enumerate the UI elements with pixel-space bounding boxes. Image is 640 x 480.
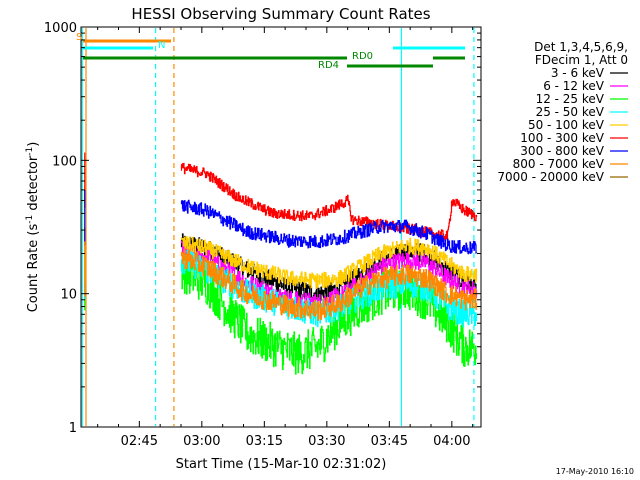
plot-frame xyxy=(80,26,482,428)
series-line-6 xyxy=(180,199,478,255)
flag-bars: S N RD0 RD4 xyxy=(76,32,465,71)
series-line-7 xyxy=(180,248,478,321)
legend-label-1: 6 - 12 keV xyxy=(543,79,605,93)
x-tick-label-3: 03:30 xyxy=(308,434,345,449)
series-6 xyxy=(84,190,478,255)
series-5 xyxy=(84,152,478,242)
generated-timestamp: 17-May-2010 16:10 xyxy=(556,467,634,476)
series-line-4 xyxy=(180,236,478,289)
series-7 xyxy=(84,241,478,321)
chart-title: HESSI Observing Summary Count Rates xyxy=(131,5,430,23)
rd4-flag-label: RD4 xyxy=(318,60,339,71)
x-tick-label-1: 03:00 xyxy=(183,434,220,449)
x-tick-label-0: 02:45 xyxy=(121,434,158,449)
legend-label-2: 12 - 25 keV xyxy=(536,92,605,106)
legend-label-5: 100 - 300 keV xyxy=(520,131,604,145)
series-line-5 xyxy=(180,162,478,242)
x-tick-label-2: 03:15 xyxy=(246,434,283,449)
x-axis-label: Start Time (15-Mar-10 02:31:02) xyxy=(176,457,387,472)
y-axis-ticks: 1 10 100 1000 xyxy=(44,21,481,436)
legend-label-7: 800 - 7000 keV xyxy=(513,157,605,171)
legend-label-4: 50 - 100 keV xyxy=(528,118,605,132)
legend: Det 1,3,4,5,6,9, FDecim 1, Att 0 3 - 6 k… xyxy=(497,40,628,184)
y-tick-label-0: 1 xyxy=(69,421,77,436)
series-group xyxy=(84,152,478,375)
legend-label-6: 300 - 800 keV xyxy=(520,144,604,158)
saa-flag-label: S xyxy=(76,32,82,43)
x-tick-label-4: 03:45 xyxy=(371,434,408,449)
x-tick-label-5: 04:00 xyxy=(433,434,470,449)
y-tick-label-1: 10 xyxy=(60,288,77,303)
x-axis-ticks: 02:45 03:00 03:15 03:30 03:45 04:00 xyxy=(97,27,474,449)
legend-header-1: Det 1,3,4,5,6,9, xyxy=(534,40,628,54)
night-flag-label: N xyxy=(158,40,165,51)
legend-label-3: 25 - 50 keV xyxy=(536,105,605,119)
rd0-flag-label: RD0 xyxy=(352,51,373,62)
legend-header-2: FDecim 1, Att 0 xyxy=(535,53,628,67)
y-tick-label-2: 100 xyxy=(52,154,77,169)
y-tick-label-3: 1000 xyxy=(44,21,77,36)
y-axis-label: Count Rate (s-1 detector-1) xyxy=(25,142,41,313)
legend-label-8: 7000 - 20000 keV xyxy=(497,170,604,184)
legend-label-0: 3 - 6 keV xyxy=(551,66,605,80)
series-line-2 xyxy=(180,252,478,375)
